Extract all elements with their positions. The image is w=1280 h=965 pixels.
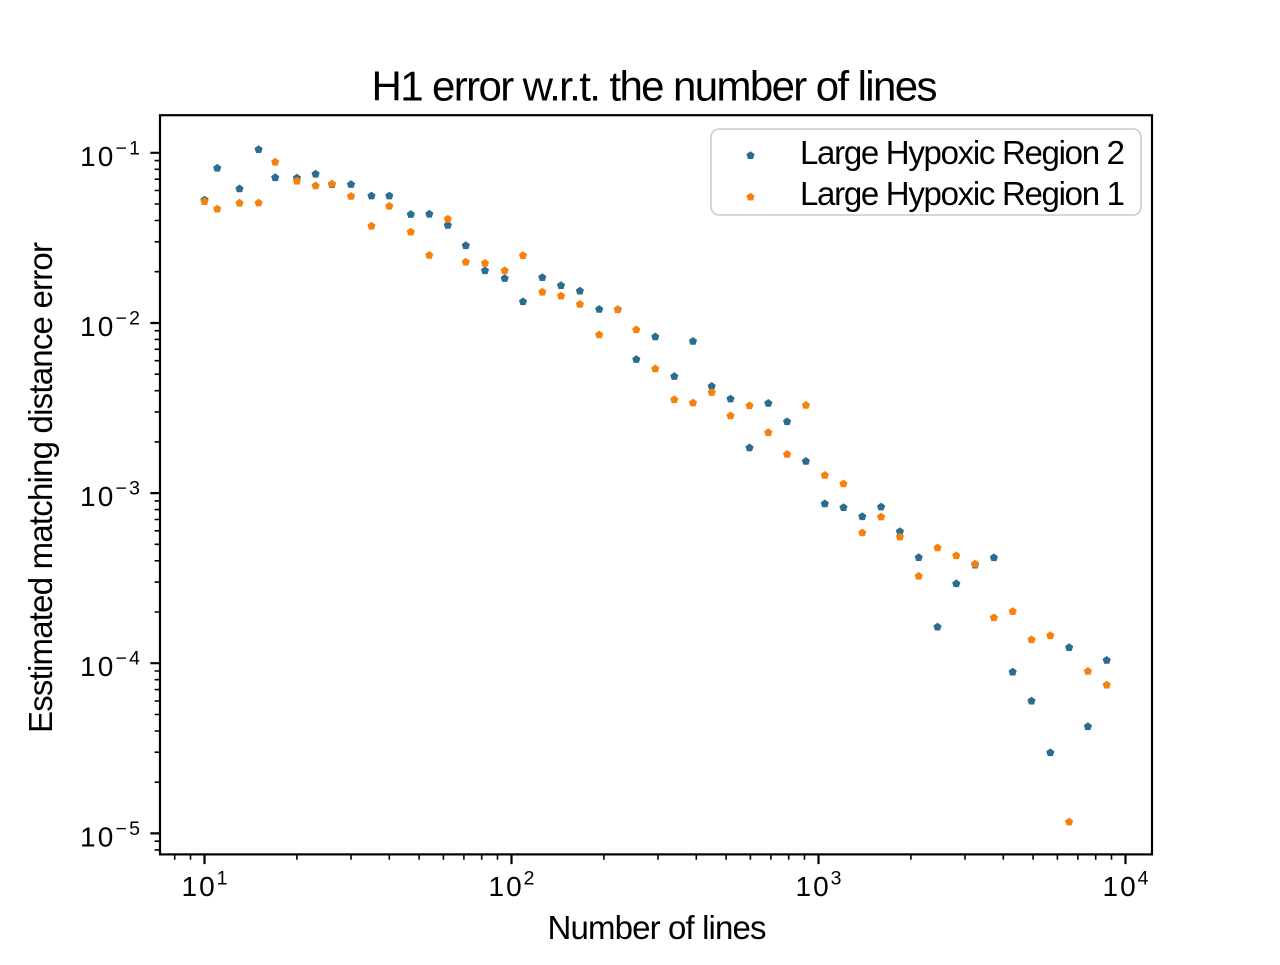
svg-text:Large Hypoxic Region 1: Large Hypoxic Region 1 xyxy=(800,175,1125,212)
svg-text:104: 10 4 xyxy=(1103,868,1149,903)
svg-text:Esstimated matching distance e: Esstimated matching distance error xyxy=(22,242,59,733)
svg-text:Number of lines: Number of lines xyxy=(548,909,767,946)
svg-text:10−1: 10 −1 xyxy=(80,137,140,172)
svg-text:Large Hypoxic Region 2: Large Hypoxic Region 2 xyxy=(800,134,1125,171)
svg-text:H1 error w.r.t. the number of: H1 error w.r.t. the number of lines xyxy=(372,63,938,110)
